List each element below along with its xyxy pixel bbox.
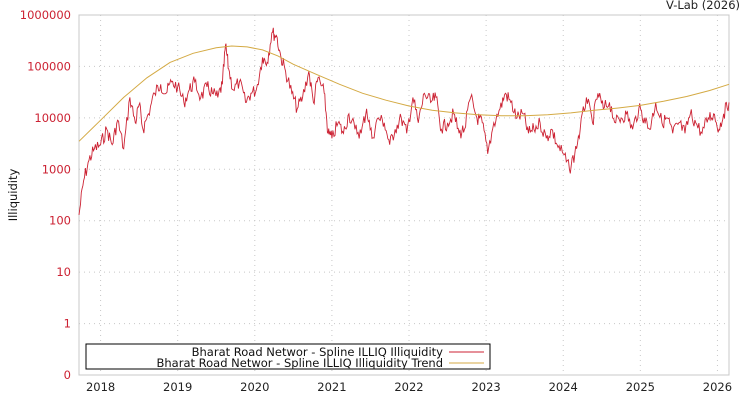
y-tick-label: 100 xyxy=(49,214,71,228)
trend-line xyxy=(78,45,730,142)
x-tick-label: 2024 xyxy=(549,380,578,394)
credit-label: V-Lab (2026) xyxy=(666,0,740,12)
grid-lines xyxy=(79,15,729,375)
legend-label-illiquidity: Bharat Road Networ - Spline ILLIQ Illiqu… xyxy=(192,345,444,359)
x-tick-label: 2019 xyxy=(163,380,192,394)
y-tick-label: 1000 xyxy=(42,162,71,176)
x-tick-label: 2020 xyxy=(240,380,269,394)
y-tick-label: 1000000 xyxy=(20,8,71,22)
x-tick-label: 2022 xyxy=(394,380,423,394)
x-tick-label: 2025 xyxy=(626,380,655,394)
x-tick-label: 2018 xyxy=(86,380,115,394)
series-lines xyxy=(78,27,730,215)
illiquidity-line xyxy=(78,27,730,215)
legend-box xyxy=(85,343,491,370)
y-tick-label: 10000 xyxy=(34,111,71,125)
legend: Bharat Road Networ - Spline ILLIQ Illiqu… xyxy=(85,343,491,370)
x-tick-label: 2026 xyxy=(703,380,732,394)
plot-frame xyxy=(78,14,730,376)
legend-label-trend: Bharat Road Networ - Spline ILLIQ Illiqu… xyxy=(156,356,443,370)
y-axis-label: Illiquidity xyxy=(6,169,20,222)
y-tick-label: 10 xyxy=(56,265,71,279)
x-axis: 2018 2019 2020 2021 2022 2023 2024 2025 2026 xyxy=(86,380,732,394)
y-tick-label: 1 xyxy=(64,317,71,331)
y-tick-label: 0 xyxy=(64,368,71,382)
y-tick-label: 100000 xyxy=(27,59,71,73)
x-tick-label: 2021 xyxy=(317,380,346,394)
x-tick-label: 2023 xyxy=(471,380,500,394)
